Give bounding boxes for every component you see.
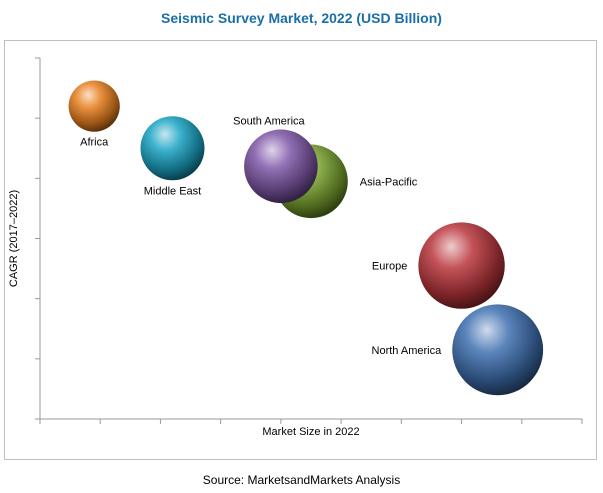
chart-title: Seismic Survey Market, 2022 (USD Billion… [161,10,442,26]
label-europe: Europe [372,261,407,273]
bubble-europe [418,222,505,309]
chart-border [4,40,597,460]
bubble-south-america [244,129,318,204]
label-north-america: North America [372,345,443,357]
label-africa: Africa [80,137,109,149]
bubble-africa [68,80,120,132]
x-axis-label: Market Size in 2022 [262,426,359,438]
source-note: Source: MarketsandMarkets Analysis [202,473,401,487]
y-axis-label: CAGR (2017–2022) [8,190,20,287]
label-south-america: South America [233,116,305,128]
label-middle-east: Middle East [144,185,201,197]
label-asia-pacific: Asia-Pacific [360,176,418,188]
bubble-middle-east [140,116,205,181]
bubble-north-america [452,304,544,396]
